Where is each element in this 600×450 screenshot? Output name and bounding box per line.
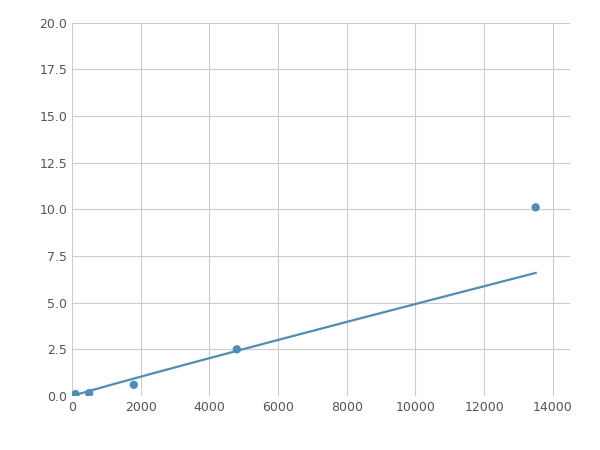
Point	[232, 346, 242, 353]
Point	[85, 390, 94, 397]
Point	[129, 381, 139, 388]
Point	[531, 204, 541, 211]
Point	[71, 391, 80, 398]
